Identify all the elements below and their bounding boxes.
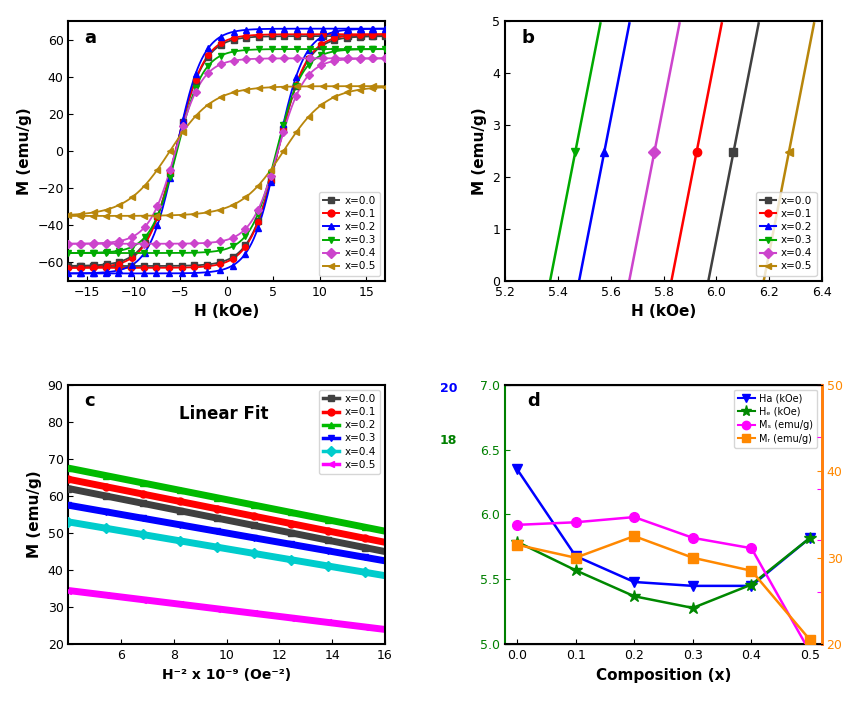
- Mₛ (emu/g): [805, 648, 815, 656]
- X-axis label: Composition (x): Composition (x): [596, 668, 731, 683]
- Ha (kOe): [570, 552, 580, 560]
- Mᵣ (emu/g): [629, 532, 639, 540]
- Mᵣ (emu/g): [687, 554, 698, 562]
- Legend: Ha (kOe), Hₑ (kOe), Mₛ (emu/g), Mᵣ (emu/g): Ha (kOe), Hₑ (kOe), Mₛ (emu/g), Mᵣ (emu/…: [734, 389, 817, 447]
- Text: d: d: [527, 392, 540, 411]
- Y-axis label: M (emu/g): M (emu/g): [16, 107, 32, 195]
- Hₑ (kOe): [746, 581, 757, 589]
- Line: Mₛ (emu/g): Mₛ (emu/g): [512, 512, 815, 657]
- Legend: x=0.0, x=0.1, x=0.2, x=0.3, x=0.4, x=0.5: x=0.0, x=0.1, x=0.2, x=0.3, x=0.4, x=0.5: [319, 390, 380, 474]
- Legend: x=0.0, x=0.1, x=0.2, x=0.3, x=0.4, x=0.5: x=0.0, x=0.1, x=0.2, x=0.3, x=0.4, x=0.5: [756, 192, 817, 275]
- Mₛ (emu/g): [746, 544, 757, 552]
- Hₑ (kOe): [570, 566, 580, 575]
- Hₑ (kOe): [805, 534, 815, 542]
- Mᵣ (emu/g): [570, 554, 580, 562]
- Mᵣ (emu/g): [746, 566, 757, 575]
- Ha (kOe): [746, 582, 757, 590]
- Hₑ (kOe): [629, 592, 639, 600]
- Ha (kOe): [512, 465, 522, 474]
- Text: Linear Fit: Linear Fit: [179, 406, 269, 423]
- Mₛ (emu/g): [512, 520, 522, 529]
- Mₛ (emu/g): [629, 513, 639, 521]
- Text: 20: 20: [439, 382, 457, 396]
- Mₛ (emu/g): [570, 518, 580, 527]
- Mᵣ (emu/g): [512, 540, 522, 549]
- Text: b: b: [521, 29, 534, 47]
- Line: Mᵣ (emu/g): Mᵣ (emu/g): [512, 531, 815, 645]
- Mₛ (emu/g): [687, 534, 698, 542]
- Text: 18: 18: [440, 435, 457, 447]
- Text: a: a: [84, 29, 97, 47]
- Mᵣ (emu/g): [805, 636, 815, 644]
- Hₑ (kOe): [687, 604, 698, 612]
- Line: Hₑ (kOe): Hₑ (kOe): [511, 532, 817, 614]
- Line: Ha (kOe): Ha (kOe): [512, 464, 815, 590]
- Ha (kOe): [687, 582, 698, 590]
- Ha (kOe): [805, 534, 815, 542]
- X-axis label: H (kOe): H (kOe): [194, 304, 259, 319]
- Text: c: c: [84, 392, 95, 411]
- Hₑ (kOe): [512, 537, 522, 546]
- Ha (kOe): [629, 578, 639, 586]
- X-axis label: H (kOe): H (kOe): [631, 304, 696, 319]
- X-axis label: H⁻² x 10⁻⁹ (Oe⁻²): H⁻² x 10⁻⁹ (Oe⁻²): [162, 668, 291, 682]
- Y-axis label: M (emu/g): M (emu/g): [472, 107, 487, 195]
- Y-axis label: M (emu/g): M (emu/g): [27, 471, 42, 559]
- Legend: x=0.0, x=0.1, x=0.2, x=0.3, x=0.4, x=0.5: x=0.0, x=0.1, x=0.2, x=0.3, x=0.4, x=0.5: [319, 192, 380, 275]
